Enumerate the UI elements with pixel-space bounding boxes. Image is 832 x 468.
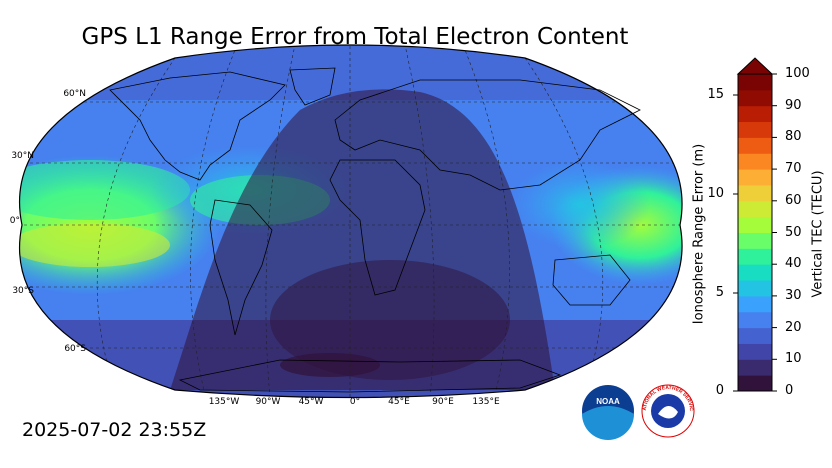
colorbar-band xyxy=(738,248,772,265)
graticule xyxy=(19,45,683,398)
tec-field xyxy=(19,45,683,398)
colorbar-band xyxy=(738,137,772,154)
range-error-axis-label: Ionosphere Range Error (m) xyxy=(691,143,707,325)
colorbar-bands xyxy=(738,74,772,392)
colorbar-left-ticks xyxy=(733,94,738,392)
lat-label-30n: 30°N xyxy=(11,151,34,161)
south-america xyxy=(209,199,273,336)
tec-tick-100: 100 xyxy=(785,66,810,81)
lat-label-60s: 60°S xyxy=(64,344,86,354)
colorbar-band xyxy=(738,153,772,170)
lon-label-45w: 45°W xyxy=(298,397,324,407)
lat-label-0: 0° xyxy=(9,216,20,226)
globe-outline xyxy=(18,44,683,399)
colorbar-band xyxy=(738,74,772,91)
tec-tick-90: 90 xyxy=(785,98,802,113)
tec-tick-80: 80 xyxy=(785,129,802,144)
tec-axis-label: Vertical TEC (TECU) xyxy=(810,170,826,298)
lon-label-90w: 90°W xyxy=(255,397,281,407)
colorbar-band xyxy=(738,200,772,218)
europe-asia xyxy=(334,79,641,191)
africa xyxy=(329,159,426,296)
range-tick-0: 0 xyxy=(715,383,724,398)
range-tick-5: 5 xyxy=(715,285,724,300)
colorbar-extend-arrow xyxy=(736,57,774,75)
colorbar-band xyxy=(738,184,772,202)
north-america xyxy=(109,71,286,181)
noaa-logo: NOAA xyxy=(582,385,634,440)
lat-label-30s: 30°S xyxy=(12,286,34,296)
tec-tick-40: 40 xyxy=(785,256,802,271)
agency-logos: NOAA NATIONAL WEATHER SERVICE xyxy=(580,384,695,440)
world-map xyxy=(18,44,683,399)
tec-tick-0: 0 xyxy=(785,383,794,398)
tec-tick-60: 60 xyxy=(785,193,802,208)
colorbar-band xyxy=(738,121,772,138)
lon-label-135e: 135°E xyxy=(472,397,500,407)
lon-label-135w: 135°W xyxy=(208,397,240,407)
timestamp: 2025-07-02 23:55Z xyxy=(22,419,207,441)
colorbar-band xyxy=(738,375,772,392)
colorbar-band xyxy=(738,264,772,281)
tec-tick-10: 10 xyxy=(785,351,802,366)
lon-label-90e: 90°E xyxy=(432,397,454,407)
coastlines xyxy=(109,67,641,393)
tec-tick-50: 50 xyxy=(785,225,802,240)
colorbar-right-ticks xyxy=(772,73,777,392)
tec-tick-30: 30 xyxy=(785,288,802,303)
antarctica xyxy=(178,359,562,393)
colorbar-band xyxy=(738,311,772,329)
australia xyxy=(552,254,631,306)
colorbar-band xyxy=(738,89,772,107)
colorbar-band xyxy=(738,295,772,313)
colorbar-band xyxy=(738,359,772,376)
colorbar-band xyxy=(738,169,772,186)
range-tick-15: 15 xyxy=(707,87,724,102)
lon-label-45e: 45°E xyxy=(388,397,410,407)
tec-tick-70: 70 xyxy=(785,161,802,176)
colorbar-band xyxy=(738,327,772,344)
range-tick-10: 10 xyxy=(707,186,724,201)
colorbar-band xyxy=(738,343,772,360)
greenland xyxy=(289,67,336,106)
colorbar-band xyxy=(738,232,772,249)
colorbar-band xyxy=(738,216,772,233)
colorbar-band xyxy=(738,105,772,123)
colorbar-band xyxy=(738,280,772,297)
lon-label-0: 0° xyxy=(349,397,361,407)
tec-tick-20: 20 xyxy=(785,320,802,335)
lat-label-60n: 60°N xyxy=(63,89,86,99)
noaa-text: NOAA xyxy=(596,397,620,406)
